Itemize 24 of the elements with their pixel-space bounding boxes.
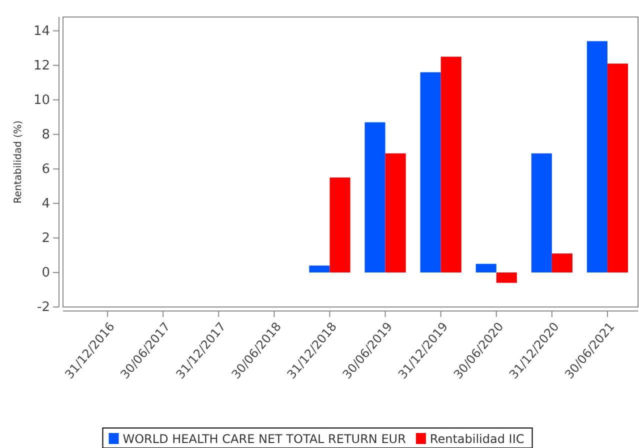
y-tick-label: 2 bbox=[42, 231, 50, 246]
bar bbox=[552, 253, 572, 272]
y-tick-label: 14 bbox=[33, 24, 50, 39]
bar bbox=[420, 72, 441, 272]
bar bbox=[385, 153, 406, 272]
bar bbox=[607, 64, 628, 272]
y-tick-label: 12 bbox=[33, 58, 50, 74]
bar bbox=[476, 264, 496, 272]
bar bbox=[364, 122, 386, 272]
legend-label: Rentabilidad IIC bbox=[430, 432, 524, 446]
y-tick-label: -2 bbox=[37, 300, 50, 316]
bar bbox=[586, 41, 608, 272]
y-tick-label: 4 bbox=[42, 196, 50, 212]
y-tick-label: 6 bbox=[42, 162, 50, 178]
y-tick-label: 0 bbox=[42, 266, 50, 281]
bar bbox=[309, 266, 330, 272]
bar bbox=[531, 153, 552, 272]
y-tick-label: 10 bbox=[33, 93, 50, 108]
bar bbox=[496, 272, 517, 283]
y-axis-title: Rentabilidad (%) bbox=[13, 120, 24, 204]
y-tick-label: 8 bbox=[42, 128, 50, 143]
bar bbox=[330, 178, 350, 272]
legend-label: WORLD HEALTH CARE NET TOTAL RETURN EUR bbox=[122, 432, 406, 446]
bar bbox=[440, 56, 462, 272]
